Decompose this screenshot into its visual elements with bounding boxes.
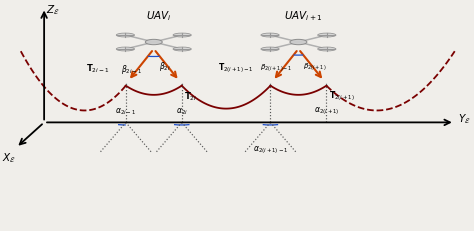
Ellipse shape [173, 47, 191, 51]
Text: $Y_{\mathcal{E}}$: $Y_{\mathcal{E}}$ [458, 112, 471, 126]
Text: $UAV_i$: $UAV_i$ [146, 9, 171, 22]
Text: $\beta_{2i}$: $\beta_{2i}$ [159, 60, 171, 73]
Text: $\mathbf{T}_{2(i+1)}$: $\mathbf{T}_{2(i+1)}$ [329, 89, 355, 103]
Ellipse shape [261, 47, 279, 51]
Text: $\alpha_{2(i+1)}$: $\alpha_{2(i+1)}$ [314, 105, 339, 117]
Ellipse shape [116, 47, 135, 51]
Text: $\alpha_{2(i+1)-1}$: $\alpha_{2(i+1)-1}$ [253, 144, 288, 156]
Ellipse shape [318, 47, 336, 51]
Ellipse shape [173, 33, 191, 37]
Ellipse shape [261, 33, 279, 37]
Ellipse shape [290, 39, 307, 45]
Ellipse shape [145, 39, 162, 45]
Text: $\mathbf{T}_{2(i+1)-1}$: $\mathbf{T}_{2(i+1)-1}$ [219, 61, 254, 75]
Text: $UAV_{i+1}$: $UAV_{i+1}$ [284, 9, 322, 22]
Text: $\beta_{2(i+1)}$: $\beta_{2(i+1)}$ [303, 61, 327, 72]
Text: $\beta_{2i-1}$: $\beta_{2i-1}$ [121, 63, 142, 76]
Text: $\alpha_{2i}$: $\alpha_{2i}$ [176, 106, 188, 117]
Text: $Z_{\mathcal{E}}$: $Z_{\mathcal{E}}$ [46, 3, 60, 17]
Ellipse shape [318, 33, 336, 37]
Text: $\beta_{2(i+1)-1}$: $\beta_{2(i+1)-1}$ [260, 63, 292, 73]
Text: $\mathbf{T}_{2i-1}$: $\mathbf{T}_{2i-1}$ [86, 62, 109, 75]
Ellipse shape [116, 33, 135, 37]
Text: $\alpha_{2i-1}$: $\alpha_{2i-1}$ [115, 106, 137, 117]
Text: $X_{\mathcal{E}}$: $X_{\mathcal{E}}$ [2, 151, 16, 165]
Text: $\mathbf{T}_{2i}$: $\mathbf{T}_{2i}$ [184, 90, 197, 103]
